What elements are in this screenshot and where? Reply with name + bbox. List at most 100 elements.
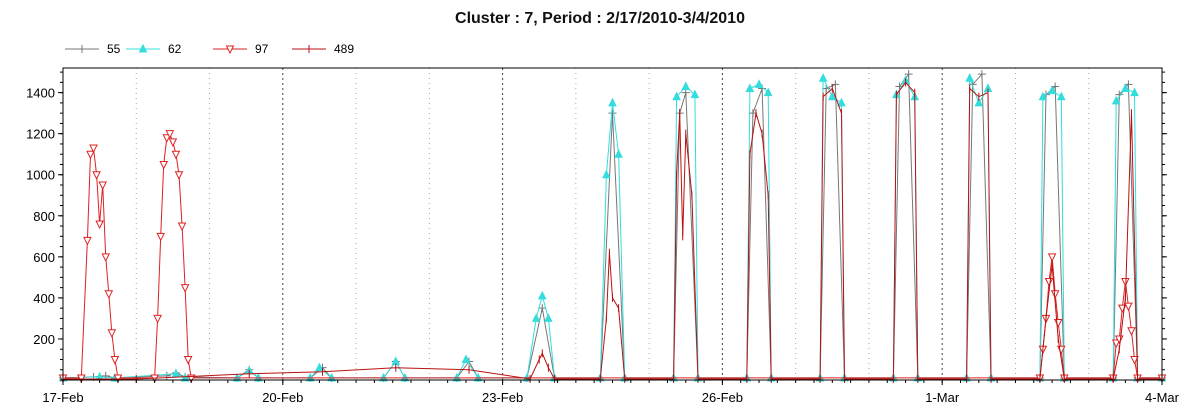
series-point xyxy=(1121,277,1130,287)
y-tick-label: 800 xyxy=(33,209,55,224)
series-point xyxy=(974,97,984,107)
series-point xyxy=(153,314,162,324)
series-point xyxy=(538,304,547,313)
series-point xyxy=(171,150,181,160)
series-line xyxy=(63,81,1162,380)
y-tick-label: 600 xyxy=(33,250,55,265)
series-point xyxy=(1130,355,1139,365)
series-point xyxy=(461,354,471,363)
y-tick-label: 1400 xyxy=(26,86,55,101)
series-point xyxy=(1127,327,1136,336)
series-point xyxy=(1047,253,1057,262)
series-point xyxy=(92,171,101,180)
series-point xyxy=(162,371,171,380)
y-tick-label: 1000 xyxy=(26,168,55,183)
series-point xyxy=(86,150,95,160)
legend-item-489: 489 xyxy=(292,42,354,56)
series-point xyxy=(614,149,623,158)
series-point xyxy=(745,83,755,93)
series-point xyxy=(672,91,681,101)
series-point xyxy=(183,355,193,365)
series-point xyxy=(168,138,178,148)
x-tick-label: 26-Feb xyxy=(702,390,743,405)
legend-label: 62 xyxy=(168,42,182,56)
series-point xyxy=(98,181,107,191)
series-point xyxy=(110,355,120,365)
series-point xyxy=(827,91,837,101)
series-point xyxy=(1053,319,1063,328)
y-tick-label: 1200 xyxy=(26,127,55,142)
legend: 55 62 97 489 xyxy=(65,42,354,56)
series-point xyxy=(818,73,828,82)
series-point xyxy=(837,97,846,107)
series-point xyxy=(1111,339,1121,349)
series-point xyxy=(763,87,773,97)
x-tick-label: 20-Feb xyxy=(262,390,303,405)
series-point xyxy=(156,232,165,242)
series-point xyxy=(174,171,184,180)
series-point xyxy=(977,70,986,79)
series-point xyxy=(602,169,611,179)
y-tick-label: 400 xyxy=(33,291,55,306)
series-point xyxy=(177,222,187,232)
series-point xyxy=(904,70,913,79)
chart-title: Cluster : 7, Period : 2/17/2010-3/4/2010 xyxy=(455,10,745,27)
series-point xyxy=(1047,85,1057,95)
legend-label: 55 xyxy=(107,42,121,56)
series-point xyxy=(1121,83,1130,93)
series-point xyxy=(78,45,86,53)
legend-item-62: 62 xyxy=(126,42,182,56)
series-point xyxy=(315,362,324,372)
grid-lines xyxy=(135,68,1090,380)
series-point xyxy=(965,73,974,82)
series-point xyxy=(113,374,123,384)
series-point xyxy=(1056,91,1066,101)
x-tick-label: 1-Mar xyxy=(925,390,960,405)
legend-label: 97 xyxy=(255,42,269,56)
series-point xyxy=(1050,290,1060,299)
series-line xyxy=(63,132,1162,379)
series-layer xyxy=(58,70,1167,384)
series-point xyxy=(225,45,235,55)
legend-item-55: 55 xyxy=(65,42,121,56)
series-point xyxy=(822,84,831,93)
series-point xyxy=(1124,302,1133,312)
series-97 xyxy=(58,130,1167,384)
series-line xyxy=(62,72,1162,379)
series-point xyxy=(165,130,175,139)
series-point xyxy=(831,80,840,89)
series-55 xyxy=(59,70,1166,382)
series-point xyxy=(1130,87,1139,97)
series-point xyxy=(83,236,92,246)
x-tick-label: 23-Feb xyxy=(482,390,523,405)
series-point xyxy=(531,313,541,322)
series-point xyxy=(77,374,86,384)
series-point xyxy=(180,284,190,293)
series-point xyxy=(608,109,617,118)
series-point xyxy=(1038,91,1048,101)
series-point xyxy=(159,160,169,170)
x-tick-label: 17-Feb xyxy=(42,390,83,405)
x-tick-label: 4-Mar xyxy=(1145,390,1180,405)
series-point xyxy=(101,253,111,262)
legend-item-97: 97 xyxy=(213,42,269,56)
series-point xyxy=(162,134,172,143)
series-point xyxy=(544,313,553,322)
series-point xyxy=(690,89,700,99)
legend-label: 489 xyxy=(334,42,354,56)
series-point xyxy=(681,81,691,90)
series-point xyxy=(138,43,148,53)
series-point xyxy=(1111,95,1121,105)
series-point xyxy=(537,290,547,300)
series-point xyxy=(89,144,98,154)
series-point xyxy=(180,372,190,382)
series-point xyxy=(1044,277,1054,287)
series-point xyxy=(95,220,104,230)
series-point xyxy=(107,329,117,338)
axes: 17-Feb 20-Feb 23-Feb 26-Feb 1-Mar 4-Mar 200 400… xyxy=(26,71,1180,405)
y-tick-label: 200 xyxy=(33,332,55,347)
series-point xyxy=(104,290,114,299)
series-point xyxy=(754,79,764,88)
series-point xyxy=(608,97,617,107)
